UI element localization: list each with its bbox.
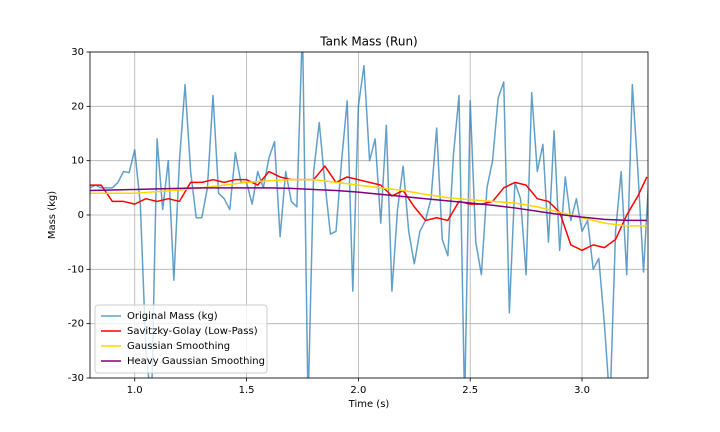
plot-lines	[90, 52, 648, 378]
x-tick-label: 3.0	[574, 385, 590, 396]
y-axis-label: Mass (kg)	[47, 191, 58, 239]
x-tick-label: 1.0	[127, 385, 143, 396]
x-axis-label: Time (s)	[348, 399, 390, 410]
legend-label: Savitzky-Golay (Low-Pass)	[127, 326, 258, 337]
chart-title: Tank Mass (Run)	[319, 35, 417, 49]
series-line	[90, 52, 648, 378]
legend-label: Original Mass (kg)	[127, 311, 218, 322]
legend: Original Mass (kg) Savitzky-Golay (Low-Pa…	[94, 304, 268, 374]
y-tick-label: 10	[71, 156, 84, 167]
axes: 1.0 1.5 2.0 2.5 3.0 -30 -20 -10 0 10 20 30	[68, 47, 590, 396]
series-line	[90, 165, 648, 252]
x-tick-label: 2.0	[350, 385, 366, 396]
x-tick-label: 1.5	[239, 385, 255, 396]
series-line	[90, 178, 647, 227]
y-tick-label: -10	[68, 264, 84, 275]
series-line	[90, 187, 647, 222]
y-tick-label: 30	[71, 47, 84, 58]
y-tick-label: -30	[68, 373, 84, 384]
y-tick-label: 20	[71, 101, 84, 112]
legend-label: Heavy Gaussian Smoothing	[127, 356, 265, 367]
legend-label: Gaussian Smoothing	[127, 341, 230, 352]
y-tick-label: -20	[68, 319, 84, 330]
x-tick-label: 2.5	[462, 385, 478, 396]
legend-box	[94, 304, 268, 374]
y-tick-label: 0	[78, 210, 84, 221]
